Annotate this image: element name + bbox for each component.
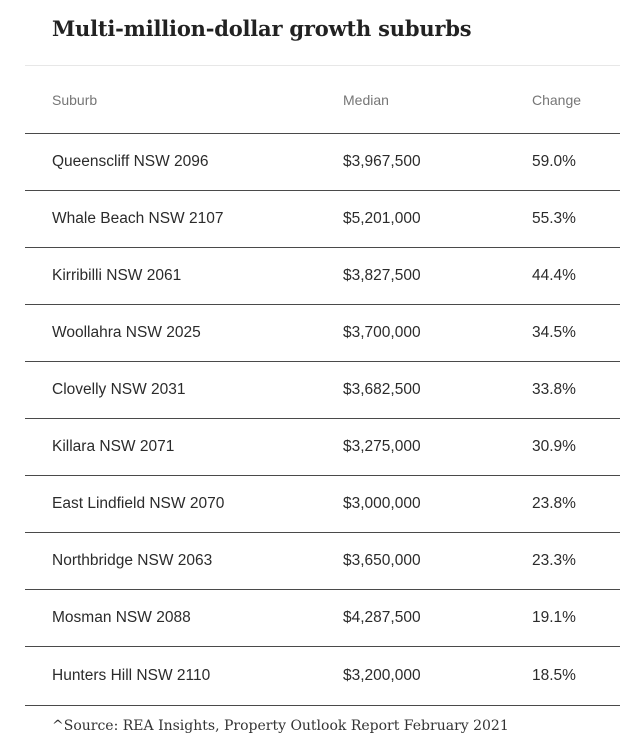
change-cell: 30.9% xyxy=(532,418,620,476)
suburb-cell: Woollahra NSW 2025 xyxy=(25,304,343,362)
change-cell: 55.3% xyxy=(532,190,620,248)
suburb-cell: Kirribilli NSW 2061 xyxy=(25,247,343,305)
suburb-cell: Clovelly NSW 2031 xyxy=(25,361,343,419)
table-title: Multi-million-dollar growth suburbs xyxy=(52,16,472,41)
column-header-suburb: Suburb xyxy=(25,67,343,134)
median-cell: $3,650,000 xyxy=(343,532,532,590)
table-row: Killara NSW 2071 $3,275,000 30.9% xyxy=(25,418,620,476)
median-cell: $4,287,500 xyxy=(343,589,532,647)
change-cell: 23.8% xyxy=(532,475,620,533)
table-row: Queenscliff NSW 2096 $3,967,500 59.0% xyxy=(25,133,620,191)
median-cell: $3,700,000 xyxy=(343,304,532,362)
median-cell: $3,967,500 xyxy=(343,133,532,191)
header-row: Suburb Median Change xyxy=(25,67,620,134)
column-header-median: Median xyxy=(343,67,532,134)
column-header-change: Change xyxy=(532,67,620,134)
suburb-cell: Mosman NSW 2088 xyxy=(25,589,343,647)
growth-suburbs-table: Suburb Median Change Queenscliff NSW 209… xyxy=(25,67,620,706)
change-cell: 23.3% xyxy=(532,532,620,590)
change-cell: 18.5% xyxy=(532,646,620,706)
change-cell: 33.8% xyxy=(532,361,620,419)
table-row: Clovelly NSW 2031 $3,682,500 33.8% xyxy=(25,361,620,419)
change-cell: 34.5% xyxy=(532,304,620,362)
suburb-cell: East Lindfield NSW 2070 xyxy=(25,475,343,533)
source-note: ^Source: REA Insights, Property Outlook … xyxy=(52,718,509,734)
change-cell: 44.4% xyxy=(532,247,620,305)
suburb-cell: Queenscliff NSW 2096 xyxy=(25,133,343,191)
table-row: Northbridge NSW 2063 $3,650,000 23.3% xyxy=(25,532,620,590)
median-cell: $3,275,000 xyxy=(343,418,532,476)
change-cell: 19.1% xyxy=(532,589,620,647)
median-cell: $3,682,500 xyxy=(343,361,532,419)
title-divider xyxy=(25,65,620,66)
suburb-cell: Killara NSW 2071 xyxy=(25,418,343,476)
table-row: Hunters Hill NSW 2110 $3,200,000 18.5% xyxy=(25,646,620,706)
suburb-cell: Northbridge NSW 2063 xyxy=(25,532,343,590)
change-cell: 59.0% xyxy=(532,133,620,191)
table-row: Whale Beach NSW 2107 $5,201,000 55.3% xyxy=(25,190,620,248)
table-row: East Lindfield NSW 2070 $3,000,000 23.8% xyxy=(25,475,620,533)
table-row: Kirribilli NSW 2061 $3,827,500 44.4% xyxy=(25,247,620,305)
table-row: Mosman NSW 2088 $4,287,500 19.1% xyxy=(25,589,620,647)
median-cell: $3,200,000 xyxy=(343,646,532,706)
suburb-cell: Hunters Hill NSW 2110 xyxy=(25,646,343,706)
table-header: Suburb Median Change xyxy=(25,67,620,134)
table-row: Woollahra NSW 2025 $3,700,000 34.5% xyxy=(25,304,620,362)
median-cell: $5,201,000 xyxy=(343,190,532,248)
median-cell: $3,000,000 xyxy=(343,475,532,533)
median-cell: $3,827,500 xyxy=(343,247,532,305)
suburb-cell: Whale Beach NSW 2107 xyxy=(25,190,343,248)
table-body: Queenscliff NSW 2096 $3,967,500 59.0% Wh… xyxy=(25,133,620,706)
